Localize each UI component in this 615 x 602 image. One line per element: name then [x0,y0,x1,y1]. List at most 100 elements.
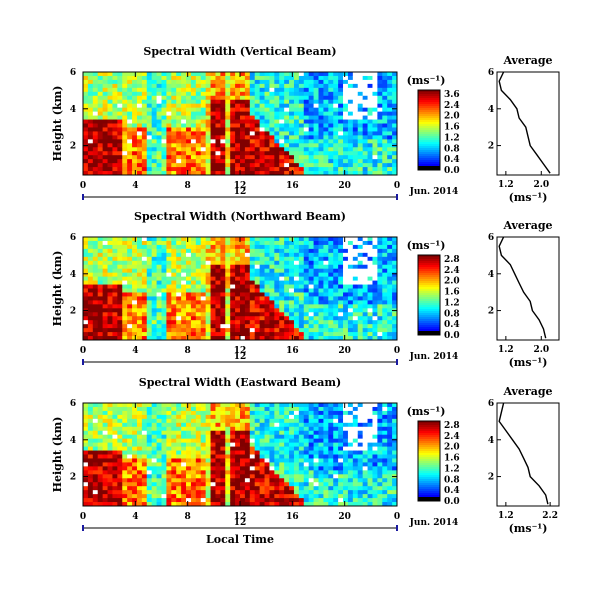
heatmap-cell [284,269,289,273]
heatmap-cell [363,237,368,241]
heatmap-cell [225,451,230,455]
heatmap-cell [176,415,181,419]
heatmap-cell [98,474,103,478]
heatmap-cell [191,403,196,407]
heatmap-cell [225,167,230,171]
heatmap-cell [309,296,314,300]
heatmap-cell [245,92,250,96]
heatmap-cell [196,253,201,257]
heatmap-cell [343,308,348,312]
heatmap-cell [387,281,392,285]
heatmap-cell [304,292,309,296]
heatmap-cell [166,415,171,419]
heatmap-cell [196,289,201,293]
heatmap-cell [314,490,319,494]
heatmap-cell [196,427,201,431]
heatmap-cell [93,273,98,277]
heatmap-cell [191,253,196,257]
heatmap-cell [255,285,260,289]
heatmap-cell [353,419,358,423]
heatmap-cell [147,167,152,171]
heatmap-cell [309,139,314,143]
heatmap-cell [137,304,142,308]
heatmap-cell [157,159,162,163]
heatmap-cell [289,124,294,128]
heatmap-cell [166,458,171,462]
heatmap-cell [112,435,117,439]
heatmap-cell [299,116,304,120]
heatmap-cell [343,324,348,328]
heatmap-cell [250,312,255,316]
heatmap-cell [112,332,117,336]
heatmap-cell [323,451,328,455]
heatmap-cell [294,124,299,128]
heatmap-cell [186,296,191,300]
heatmap-cell [309,135,314,139]
heatmap-cell [147,273,152,277]
heatmap-cell [83,147,88,151]
x-tick-label: 0 [80,346,86,356]
heatmap-cell [309,253,314,257]
heatmap-cell [343,289,348,293]
heatmap-cell [215,257,220,261]
heatmap-cell [166,482,171,486]
heatmap-cell [98,273,103,277]
heatmap-cell [328,478,333,482]
heatmap-cell [274,139,279,143]
heatmap-cell [112,143,117,147]
heatmap-cell [279,167,284,171]
heatmap-cell [363,261,368,265]
heatmap-cell [162,415,167,419]
heatmap-cell [196,112,201,116]
heatmap-cell [338,289,343,293]
heatmap-cell [314,96,319,100]
heatmap-cell [176,411,181,415]
heatmap-cell [176,241,181,245]
heatmap-cell [162,498,167,502]
heatmap-cell [338,257,343,261]
heatmap-cell [328,139,333,143]
heatmap-cell [289,296,294,300]
heatmap-cell [142,131,147,135]
heatmap-cell [127,88,132,92]
heatmap-cell [122,455,127,459]
heatmap-cell [377,261,382,265]
heatmap-cell [289,131,294,135]
heatmap-cell [279,419,284,423]
heatmap-cell [103,84,108,88]
heatmap-cell [230,427,235,431]
heatmap-cell [265,443,270,447]
heatmap-cell [343,486,348,490]
heatmap-cell [181,112,186,116]
heatmap-cell [108,289,113,293]
heatmap-cell [328,269,333,273]
heatmap-cell [137,462,142,466]
heatmap-cell [314,419,319,423]
heatmap-cell [314,273,319,277]
heatmap-cell [166,443,171,447]
heatmap-cell [132,462,137,466]
heatmap-cell [304,316,309,320]
heatmap-cell [162,443,167,447]
heatmap-cell [299,486,304,490]
heatmap-cell [137,104,142,108]
heatmap-cell [387,147,392,151]
heatmap-cell [191,466,196,470]
heatmap-cell [88,151,93,155]
heatmap-cell [152,151,157,155]
heatmap-cell [333,458,338,462]
heatmap-cell [314,292,319,296]
heatmap-cell [319,147,324,151]
heatmap-cell [240,478,245,482]
heatmap-cell [176,332,181,336]
heatmap-cell [98,285,103,289]
heatmap-cell [191,455,196,459]
heatmap-cell [157,167,162,171]
heatmap-cell [265,482,270,486]
heatmap-cell [235,451,240,455]
heatmap-cell [250,490,255,494]
heatmap-cell [260,139,265,143]
heatmap-cell [98,300,103,304]
heatmap-cell [314,285,319,289]
heatmap-cell [245,304,250,308]
